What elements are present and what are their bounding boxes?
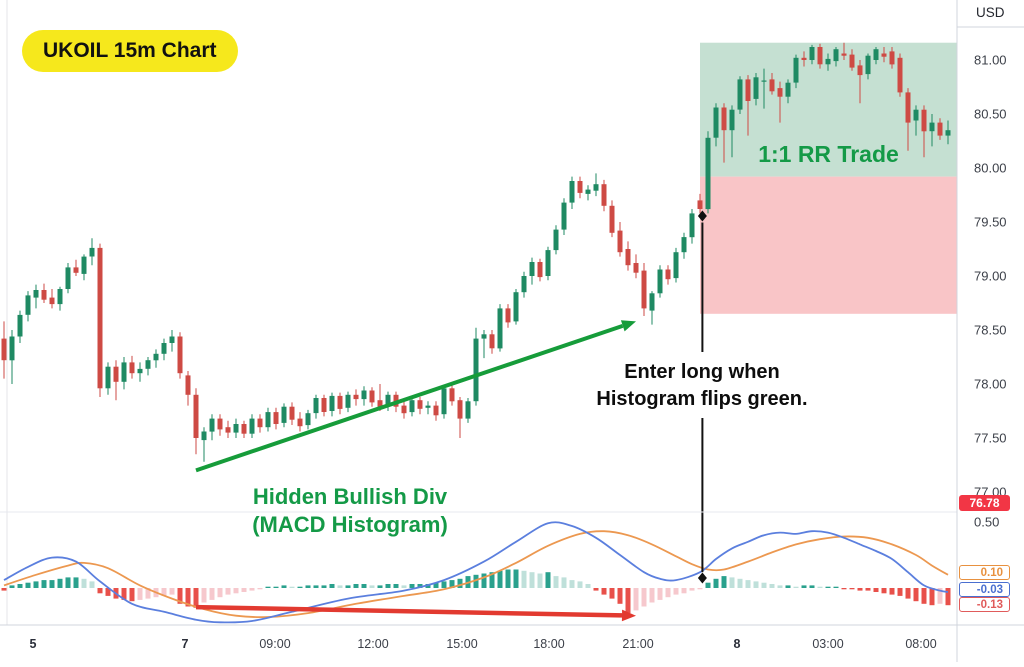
price-trendline-arrow	[195, 320, 636, 473]
svg-text:5: 5	[30, 637, 37, 651]
svg-text:8: 8	[734, 637, 741, 651]
macd-line-value-badge: -0.03	[959, 582, 1010, 597]
svg-text:12:00: 12:00	[357, 637, 388, 651]
enter-long-annotation: Enter long when Histogram flips green.	[596, 361, 808, 410]
svg-text:0.50: 0.50	[974, 515, 999, 530]
risk-zone	[700, 176, 957, 314]
macd-signal-line	[3, 530, 949, 619]
macd-histogram-value-badge: -0.13	[959, 597, 1010, 612]
svg-text:80.00: 80.00	[974, 161, 1007, 176]
svg-text:7: 7	[182, 637, 189, 651]
candles-group	[1, 42, 951, 462]
svg-text:08:00: 08:00	[905, 637, 936, 651]
macd-trendline-arrow	[195, 604, 636, 622]
time-axis[interactable]: 5 7 09:00 12:00 15:00 18:00 21:00 8 03:00 08:00	[30, 637, 937, 651]
macd-histogram-group	[1, 569, 951, 614]
svg-text:78.00: 78.00	[974, 377, 1007, 392]
symbol-badge: UKOIL 15m Chart	[22, 30, 238, 72]
svg-text:77.50: 77.50	[974, 431, 1007, 446]
svg-text:18:00: 18:00	[533, 637, 564, 651]
price-axis[interactable]: USD 81.00 80.50 80.00 79.50 79.00 78.50 78.00 77…	[974, 5, 1007, 530]
svg-text:80.50: 80.50	[974, 107, 1007, 122]
entry-diamond-bottom	[697, 572, 707, 584]
svg-text:21:00: 21:00	[622, 637, 653, 651]
macd-line	[3, 521, 949, 624]
macd-signal-value-badge: 0.10	[959, 565, 1010, 580]
svg-text:79.00: 79.00	[974, 269, 1007, 284]
svg-text:81.00: 81.00	[974, 53, 1007, 68]
svg-text:79.50: 79.50	[974, 215, 1007, 230]
hidden-bullish-div-annotation: Hidden Bullish Div (MACD Histogram)	[252, 484, 448, 537]
svg-text:09:00: 09:00	[259, 637, 290, 651]
symbol-badge-label: UKOIL 15m Chart	[43, 39, 217, 62]
last-price-badge: 76.78	[959, 495, 1010, 511]
svg-text:15:00: 15:00	[446, 637, 477, 651]
currency-label: USD	[976, 5, 1005, 20]
svg-text:78.50: 78.50	[974, 323, 1007, 338]
svg-text:03:00: 03:00	[812, 637, 843, 651]
entry-marker	[697, 210, 707, 584]
rr-trade-annotation: 1:1 RR Trade	[758, 141, 899, 167]
entry-diamond-top	[697, 210, 707, 222]
